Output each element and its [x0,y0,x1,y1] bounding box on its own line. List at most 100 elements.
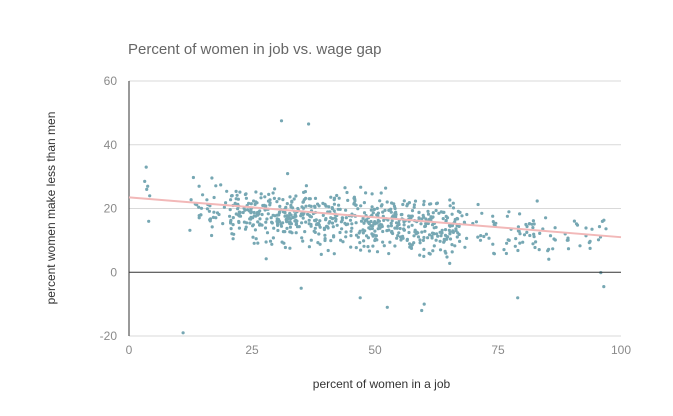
data-point [276,228,280,233]
data-point [514,237,518,241]
data-point [399,238,403,242]
data-point [492,251,496,255]
data-point [237,220,241,225]
data-point [405,237,409,241]
data-point [273,214,277,218]
data-point [393,211,397,215]
data-point [266,199,271,203]
data-point [256,220,260,224]
data-point [268,239,273,243]
data-point [401,234,405,238]
data-point [263,226,268,230]
data-point [361,228,365,232]
data-point [531,219,536,223]
data-point [438,239,442,243]
data-point [538,231,542,235]
data-point [272,196,276,200]
data-point [238,211,242,215]
data-point [487,236,491,240]
data-point [572,219,577,223]
data-point [507,238,511,242]
data-point [385,305,389,309]
data-point [438,230,442,234]
data-point [418,241,422,245]
data-point [301,216,305,220]
data-point [321,213,325,217]
data-point [412,203,416,207]
data-point [332,234,336,238]
data-point [229,198,233,202]
data-point [294,231,298,235]
data-point [396,234,400,238]
data-point [334,217,338,221]
data-point [229,194,234,198]
data-point [143,179,147,183]
data-point [277,211,282,215]
data-point [402,228,406,232]
data-point [300,236,304,240]
x-tick-label: 25 [245,343,259,357]
data-point [426,209,430,213]
data-point [205,198,209,202]
data-point [478,238,483,242]
data-point [304,196,308,200]
data-point [365,234,369,238]
data-point [288,246,292,250]
data-point [278,204,282,208]
data-point [448,237,453,241]
data-point [532,232,536,236]
data-point [517,229,521,233]
data-point [537,248,541,252]
data-point [359,204,363,208]
data-point [381,240,385,244]
data-point [412,205,416,209]
data-point [476,235,480,239]
data-point [443,249,447,253]
data-point [290,199,294,203]
data-point [276,223,280,227]
data-point [441,217,445,221]
data-point [340,227,344,231]
data-point [548,234,553,238]
data-point [301,239,305,243]
data-point [502,248,506,252]
y-tick-label: 20 [104,202,118,216]
data-point [445,216,450,220]
data-point [332,252,336,256]
data-point [604,227,608,231]
data-point [376,211,380,215]
data-point [146,184,150,188]
data-point [269,216,273,220]
data-point [307,213,311,217]
data-point [299,286,303,290]
data-point [265,231,270,235]
data-point [553,226,557,230]
data-point [299,212,303,216]
data-point [590,227,594,231]
data-point [448,231,452,235]
data-point [455,216,459,221]
data-point [270,221,274,225]
data-point [354,203,358,207]
data-point [359,219,364,223]
data-point [462,220,466,224]
data-point [210,176,214,180]
data-point [439,234,443,238]
data-point [283,214,287,218]
data-point [428,202,432,206]
data-point [398,226,402,231]
data-point [309,224,313,228]
data-point [578,244,582,248]
data-point [393,206,397,211]
data-point [293,212,297,217]
data-point [505,214,509,218]
data-point [401,202,405,207]
data-point [228,208,232,212]
data-point [254,214,258,218]
data-points [143,119,608,335]
data-point [312,229,316,233]
data-point [335,223,339,227]
data-point [248,221,252,225]
data-point [253,228,257,232]
